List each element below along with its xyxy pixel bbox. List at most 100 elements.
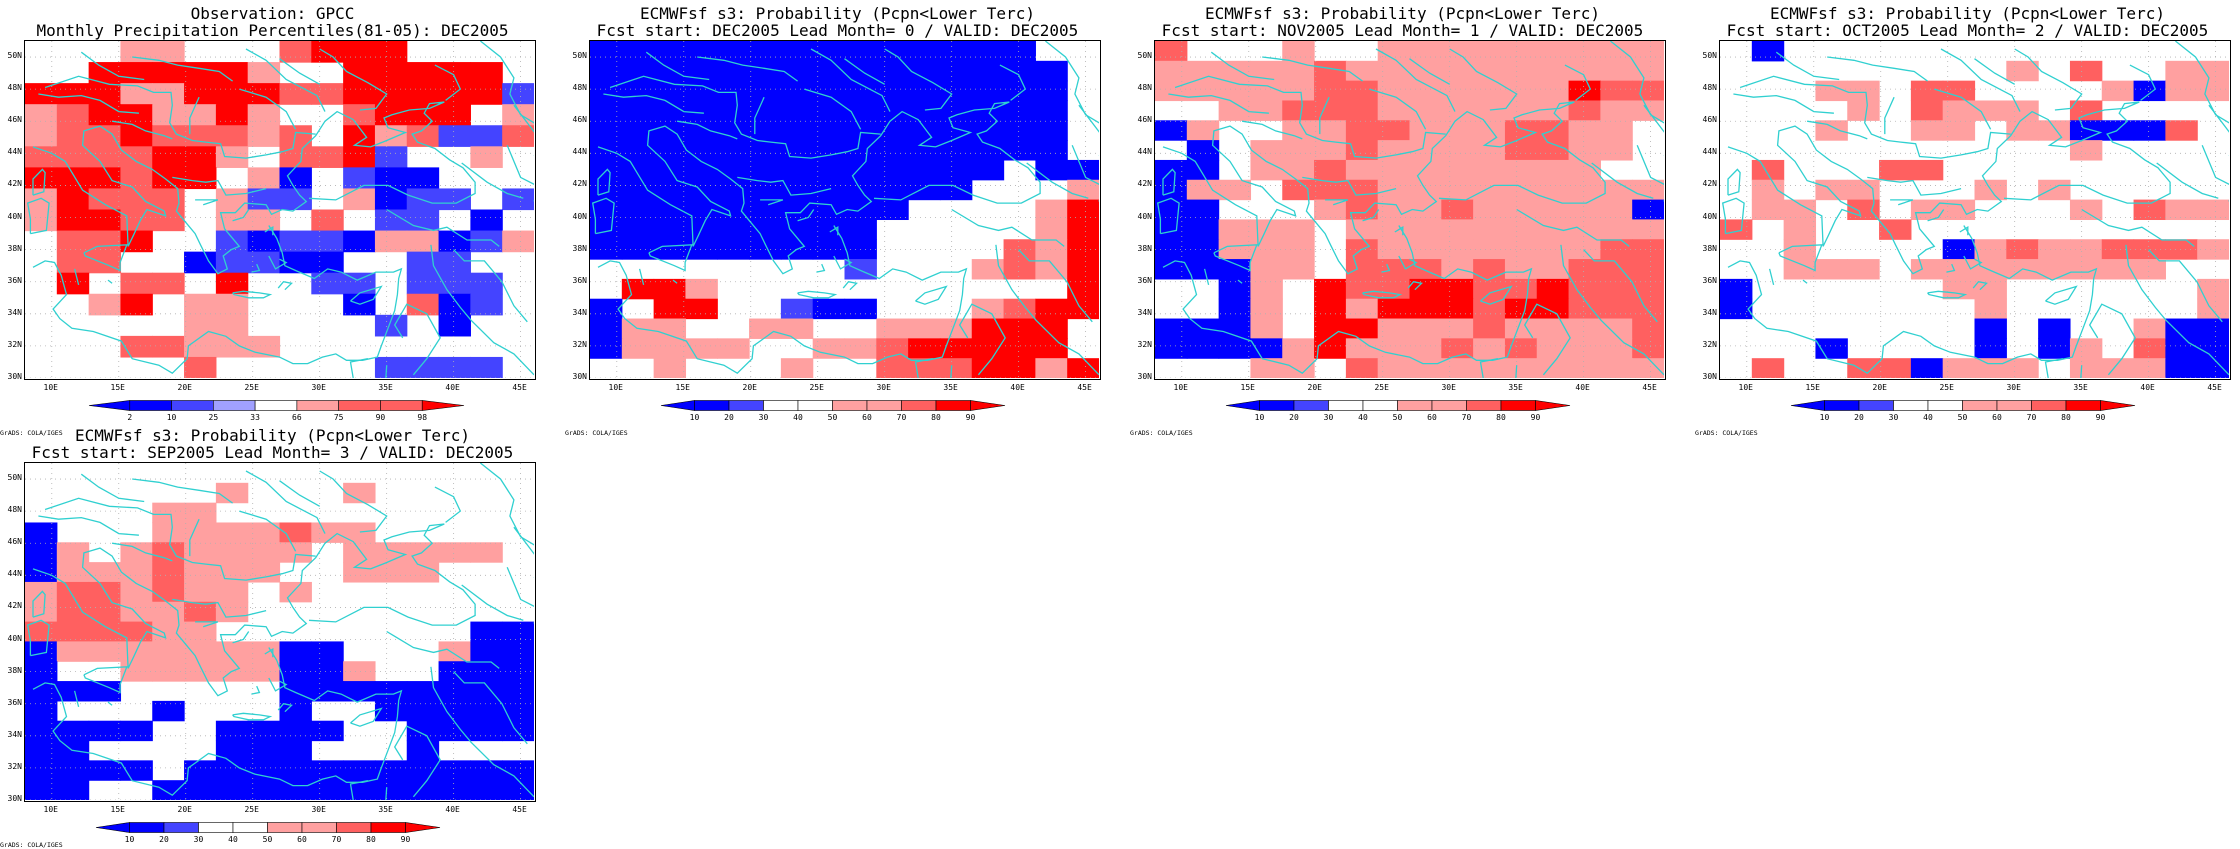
shaded-cell	[2038, 259, 2071, 280]
coastline	[386, 208, 500, 247]
coastline	[2129, 64, 2157, 101]
shaded-cell	[247, 740, 281, 761]
shaded-cell	[1250, 80, 1283, 102]
shaded-cell	[470, 83, 503, 105]
shaded-cell	[812, 338, 846, 359]
shaded-cell	[1282, 338, 1315, 359]
shaded-cell	[25, 104, 58, 126]
shaded-cell	[88, 167, 122, 190]
shaded-cell	[247, 104, 281, 126]
coastline	[38, 515, 139, 536]
shaded-cell	[1186, 159, 1220, 181]
shaded-cell	[621, 278, 655, 300]
lon-tick-label: 35E	[378, 383, 393, 392]
coastline	[804, 88, 862, 130]
lat-tick-label: 50N	[7, 473, 22, 483]
coastline	[645, 51, 710, 81]
color-bar-segment	[338, 400, 381, 411]
coastline	[1168, 93, 1269, 114]
shaded-cell	[215, 601, 249, 623]
shaded-cell	[152, 581, 185, 603]
shaded-cell	[2165, 338, 2198, 359]
shaded-cell	[438, 62, 471, 84]
shaded-cell	[88, 62, 122, 84]
shaded-cell	[247, 125, 281, 147]
shaded-cell	[1473, 239, 1506, 260]
coastline	[245, 48, 326, 112]
lon-tick-label: 20E	[1872, 383, 1887, 392]
color-bar-label: 66	[292, 413, 302, 422]
shaded-cell	[406, 293, 440, 316]
color-bar-segment	[832, 400, 868, 411]
color-bar-label: 80	[1496, 413, 1506, 422]
shaded-cell	[1186, 219, 1220, 240]
shaded-cell	[343, 167, 376, 190]
shaded-cell	[2038, 120, 2071, 141]
shaded-cell	[908, 100, 941, 121]
coastline	[1733, 93, 1834, 114]
shaded-cell	[152, 621, 185, 643]
shaded-cell	[502, 780, 534, 800]
panel-forecast-lead-0: ECMWFsf s3: Probability (Pcpn<Lower Terc…	[565, 0, 1110, 437]
shaded-cell	[56, 188, 90, 211]
color-bar-label: 60	[862, 413, 872, 422]
shaded-cell	[1003, 239, 1036, 260]
shaded-cell	[1441, 100, 1474, 121]
lon-tick-label: 15E	[1805, 383, 1820, 392]
shaded-cell	[215, 780, 249, 800]
shaded-cell	[25, 522, 58, 543]
coastline	[172, 598, 267, 618]
lat-tick-label: 38N	[1137, 243, 1152, 253]
shaded-cell	[120, 230, 153, 253]
shaded-cell	[621, 80, 655, 102]
lon-tick-label: 45E	[1642, 383, 1657, 392]
color-bar-label: 30	[1323, 413, 1334, 422]
shaded-cell	[590, 298, 623, 320]
coastline	[1409, 58, 1451, 85]
coastline	[1018, 249, 1093, 323]
shaded-cell	[1067, 239, 1099, 260]
coastline	[251, 685, 261, 695]
shaded-cell	[1155, 318, 1188, 339]
coastline	[1768, 268, 1775, 286]
shaded-cell	[1250, 60, 1283, 82]
lat-tick-label: 30N	[7, 372, 22, 381]
shaded-cell	[939, 100, 973, 121]
shaded-cell	[56, 621, 90, 643]
coastline	[239, 88, 297, 130]
coastline	[2201, 145, 2229, 202]
shaded-cell	[1218, 278, 1252, 300]
coastline	[73, 268, 80, 286]
shaded-cell	[1910, 199, 1944, 221]
shaded-cell	[152, 522, 185, 543]
shaded-cell	[1250, 159, 1283, 181]
shaded-cell	[717, 179, 750, 201]
shaded-cell	[1473, 219, 1506, 240]
coastline	[1174, 75, 1446, 159]
shaded-cell	[590, 318, 623, 339]
shaded-cell	[1218, 60, 1252, 82]
color-bar-segment	[301, 822, 337, 833]
shaded-cell	[438, 780, 471, 800]
shaded-cell	[1942, 358, 1976, 378]
coastline	[319, 470, 388, 533]
shaded-cell	[311, 641, 344, 662]
shaded-cell	[343, 780, 376, 800]
lon-tick-label: 15E	[1240, 383, 1255, 392]
panel-observation-gpcc: Observation: GPCC Monthly Precipitation …	[0, 0, 545, 437]
shaded-cell	[2197, 298, 2229, 320]
shaded-cell	[1632, 259, 1664, 280]
shaded-cell	[1473, 100, 1506, 121]
shaded-cell	[279, 188, 312, 211]
color-bar-label: 10	[1254, 413, 1265, 422]
shaded-cell	[1409, 298, 1442, 320]
lon-tick-label: 20E	[1307, 383, 1322, 392]
shaded-cell	[25, 681, 58, 702]
shaded-cell	[1035, 338, 1068, 359]
shaded-cell	[311, 83, 344, 105]
shaded-cell	[717, 80, 750, 102]
shaded-cell	[590, 41, 623, 62]
shaded-cell	[1568, 41, 1601, 62]
shaded-cell	[406, 700, 440, 722]
shaded-cell	[470, 621, 503, 643]
